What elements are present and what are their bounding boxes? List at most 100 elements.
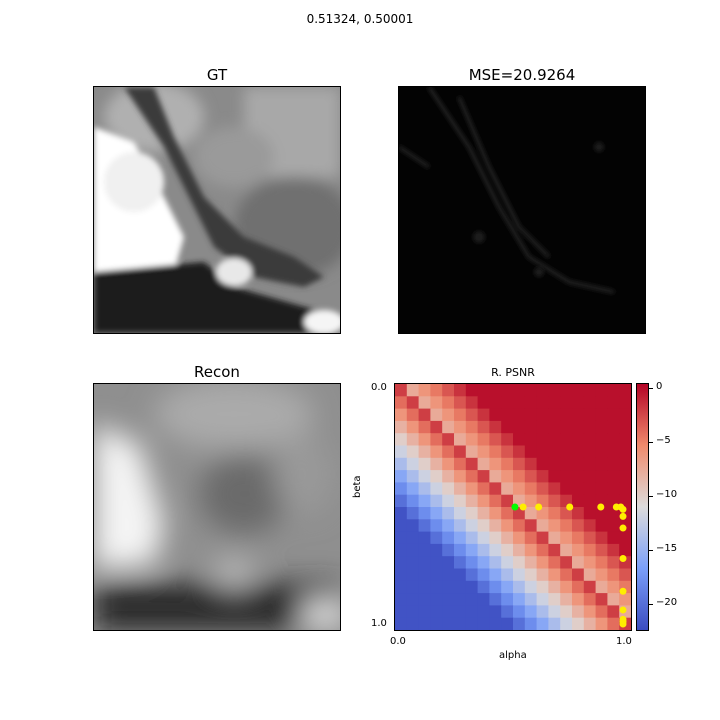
heatmap-cell (595, 457, 608, 471)
heatmap-cell (560, 543, 573, 557)
heatmap-cell (560, 420, 573, 434)
heatmap-cell (583, 396, 597, 410)
heatmap-cell (524, 482, 538, 496)
heatmap-cell (406, 543, 420, 557)
heatmap-cell (395, 568, 408, 582)
heatmap-cell (501, 470, 514, 483)
heatmap-cell (406, 605, 420, 619)
heatmap-cell (572, 420, 585, 434)
heatmap-cell (548, 580, 561, 594)
heatmap-cell (595, 531, 608, 545)
heatmap-cell (418, 617, 431, 630)
heatmap-cell (418, 408, 431, 422)
heatmap-cell (560, 519, 573, 533)
heatmap-cell (489, 580, 502, 594)
heatmap-cell (477, 420, 490, 434)
heatmap-cell (406, 408, 420, 422)
heatmap-cell (560, 396, 573, 410)
heatmap-cell (454, 543, 467, 557)
heatmap-cell (477, 580, 490, 594)
heatmap-cell (572, 384, 585, 397)
heatmap-cell (607, 531, 620, 545)
heatmap-cell (489, 605, 502, 619)
heatmap-cell (454, 617, 467, 630)
heatmap-cell (619, 482, 631, 496)
heatmap-cell (465, 593, 479, 606)
heatmap-cell (454, 593, 467, 606)
heatmap-cell (442, 543, 455, 557)
heatmap-cell (619, 543, 631, 557)
heatmap-cell (465, 605, 479, 619)
heatmap-cell (454, 420, 467, 434)
heatmap-cell (583, 457, 597, 471)
heatmap-cell (430, 384, 443, 397)
heatmap-cell (572, 494, 585, 508)
heatmap-cell (607, 396, 620, 410)
heatmap-cell (607, 420, 620, 434)
heatmap-cell (454, 408, 467, 422)
heatmap-cell (395, 482, 408, 496)
mse-title: MSE=20.9264 (468, 66, 576, 84)
heatmap-cell (442, 445, 455, 459)
heatmap-cell (406, 457, 420, 471)
heatmap-cell (595, 408, 608, 422)
sample-point (535, 503, 543, 511)
heatmap-cell (501, 445, 514, 459)
heatmap-cell (619, 420, 631, 434)
heatmap-cell (536, 457, 549, 471)
heatmap-cell (607, 457, 620, 471)
heatmap-cell (489, 556, 502, 569)
colorbar-tick-mark (649, 388, 653, 390)
heatmap-cell (548, 556, 561, 569)
heatmap-cell (430, 482, 443, 496)
heatmap-cell (548, 617, 561, 630)
heatmap-cell (619, 531, 631, 545)
heatmap-cell (583, 482, 597, 496)
heatmap-cell (513, 531, 526, 545)
heatmap-cell (465, 433, 479, 446)
heatmap-cell (418, 470, 431, 483)
sample-point (619, 587, 627, 595)
heatmap-cell (619, 593, 631, 606)
heatmap-cell (465, 457, 479, 471)
heatmap-cell (489, 617, 502, 630)
heatmap-cell (501, 408, 514, 422)
gt-image (93, 86, 341, 334)
heatmap-cell (619, 396, 631, 410)
heatmap-cell (454, 470, 467, 483)
heatmap-cell (595, 543, 608, 557)
heatmap-cell (406, 445, 420, 459)
heatmap-cell (477, 445, 490, 459)
heatmap-cell (548, 593, 561, 606)
heatmap-cell (489, 543, 502, 557)
heatmap-cell (513, 605, 526, 619)
heatmap-cell (560, 482, 573, 496)
heatmap-cell (595, 568, 608, 582)
heatmap-cell (607, 408, 620, 422)
heatmap-cell (477, 396, 490, 410)
heatmap-cell (418, 556, 431, 569)
heatmap-cell (418, 482, 431, 496)
heatmap-cell (430, 408, 443, 422)
heatmap-cell (536, 396, 549, 410)
heatmap-cell (513, 457, 526, 471)
heatmap-cell (595, 593, 608, 606)
sample-point (619, 606, 627, 614)
recon-title: Recon (194, 363, 240, 381)
heatmap-cell (465, 519, 479, 533)
best-point (511, 503, 519, 511)
heatmap-cell (607, 543, 620, 557)
heatmap-cell (501, 593, 514, 606)
heatmap-cell (454, 531, 467, 545)
heatmap-cell (583, 507, 597, 520)
heatmap-cell (513, 445, 526, 459)
heatmap-cell (395, 433, 408, 446)
heatmap-cell (430, 617, 443, 630)
heatmap-cell (607, 470, 620, 483)
heatmap-cell (406, 482, 420, 496)
heatmap-cell (619, 556, 631, 569)
heatmap-cell (513, 556, 526, 569)
heatmap-cell (572, 580, 585, 594)
heatmap-cell (465, 384, 479, 397)
heatmap-cell (406, 507, 420, 520)
